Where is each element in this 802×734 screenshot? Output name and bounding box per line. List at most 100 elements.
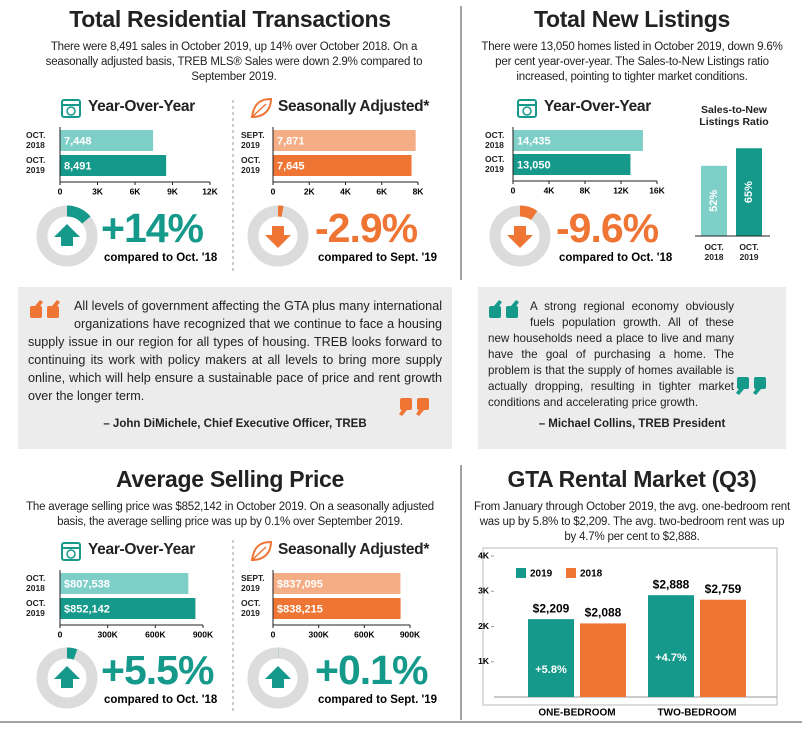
bar: [273, 573, 401, 594]
x-tick-label: TWO-BEDROOM: [658, 708, 737, 719]
quote-text: A strong regional economy obviously fuel…: [488, 300, 734, 409]
title: Total New Listings: [533, 6, 731, 32]
change-label: +14%: [101, 205, 204, 251]
quote-author: – Michael Collins, TREB President: [538, 418, 726, 430]
change-label: +0.1%: [315, 647, 428, 693]
calendar-icon: [61, 542, 81, 561]
bar: [60, 130, 154, 151]
bar: [273, 130, 416, 151]
text: There were 8,491 sales in October 2019, …: [45, 41, 423, 83]
x-tick-label: 8K: [580, 185, 592, 195]
donut-arc: [66, 205, 91, 224]
x-tick-label: 12K: [613, 185, 629, 195]
x-tick-label: 300K: [309, 629, 330, 639]
category-label: OCT. 2019: [739, 242, 759, 262]
bar-label: $852,142: [64, 603, 110, 615]
x-tick-label: 0: [511, 185, 516, 195]
arrow-icon: [507, 226, 533, 248]
bar-label: $2,759: [705, 582, 742, 596]
arrow-icon: [265, 226, 291, 248]
calendar-icon: [522, 106, 532, 116]
x-tick-label: 900K: [400, 629, 421, 639]
text: There were 13,050 homes listed in Octobe…: [481, 41, 783, 83]
legend-swatch: [516, 568, 526, 578]
category-label: OCT. 2018: [704, 242, 724, 262]
calendar-icon: [66, 549, 76, 559]
category-label: OCT. 2018: [26, 573, 46, 593]
chart-heading: Year-Over-Year: [88, 98, 195, 115]
x-tick-label: 0: [58, 186, 63, 196]
category-label: OCT. 2019: [26, 155, 46, 175]
change-label: -9.6%: [556, 205, 659, 251]
bar: [648, 595, 694, 697]
title: Total Residential Transactions: [69, 6, 391, 32]
y-tick-label: 3K: [478, 586, 490, 596]
x-tick-label: 2K: [304, 186, 316, 196]
quote: All levels of government affecting the G…: [28, 297, 442, 405]
bar: [513, 130, 643, 151]
x-tick-label: 4K: [544, 185, 556, 195]
quote-mark: [489, 300, 519, 318]
bar-label: 14,435: [517, 135, 551, 147]
growth-label: +4.7%: [655, 652, 687, 664]
donut-arc: [66, 647, 78, 660]
calendar-icon: [61, 99, 81, 118]
category-label: OCT. 2019: [485, 154, 505, 174]
calendar-icon: [66, 106, 76, 116]
x-tick-label: 12K: [202, 186, 218, 196]
bar-label: 7,448: [64, 135, 92, 147]
x-tick-label: 3K: [92, 186, 104, 196]
legend-label: 2018: [580, 569, 603, 580]
quote-text: All levels of government affecting the G…: [28, 299, 442, 403]
x-tick-label: 900K: [193, 629, 214, 639]
bar: [513, 154, 631, 175]
quote-box: [18, 287, 452, 449]
category-label: OCT. 2019: [26, 598, 46, 618]
quote-box: [478, 287, 786, 449]
category-label: SEPT. 2019: [241, 130, 265, 150]
change-label: +5.5%: [101, 647, 214, 693]
compare-label: compared to Oct. '18: [104, 252, 218, 264]
bar-label: 7,871: [277, 135, 305, 147]
x-tick-label: 4K: [340, 186, 352, 196]
bar: [700, 599, 746, 697]
change-label: -2.9%: [315, 205, 418, 251]
bar: [736, 148, 762, 236]
leaf-icon: [251, 103, 267, 118]
legend-label: 2019: [530, 569, 553, 580]
donut-arc: [519, 205, 538, 221]
chart-heading: Seasonally Adjusted*: [278, 98, 430, 115]
bar: [273, 598, 401, 619]
bar: [701, 165, 727, 236]
bar-label: 13,050: [517, 159, 551, 171]
bar-label: $2,088: [585, 606, 622, 620]
text: The average selling price was $852,142 i…: [26, 501, 434, 528]
x-tick-label: 600K: [145, 629, 166, 639]
y-tick-label: 1K: [478, 656, 490, 666]
quote-mark: [30, 300, 60, 318]
x-tick-label: 600K: [354, 629, 375, 639]
x-tick-label: 16K: [649, 185, 665, 195]
bar-label: 8,491: [64, 160, 92, 172]
category-label: OCT. 2019: [241, 598, 261, 618]
y-tick-label: 2K: [478, 621, 490, 631]
bar-label: $838,215: [277, 603, 323, 615]
x-tick-label: 0: [271, 186, 276, 196]
title: Average Selling Price: [115, 466, 345, 492]
quote-mark: [736, 377, 766, 395]
y-tick-label: 4K: [478, 550, 490, 560]
bar: [528, 619, 574, 697]
bar-label: 65%: [743, 181, 755, 203]
arrow-icon: [265, 666, 291, 688]
bar-label: $2,888: [653, 577, 690, 591]
quote: A strong regional economy obviously fuel…: [488, 299, 772, 411]
bar: [580, 623, 626, 697]
compare-label: compared to Oct. '18: [559, 252, 673, 264]
chart-heading: Year-Over-Year: [88, 541, 195, 558]
bar: [273, 155, 412, 176]
quote-author: – John DiMichele, Chief Executive Office…: [103, 418, 367, 430]
chart-heading: Seasonally Adjusted*: [278, 541, 430, 558]
ratio-title: Sales-to-New Listings Ratio: [699, 104, 769, 128]
